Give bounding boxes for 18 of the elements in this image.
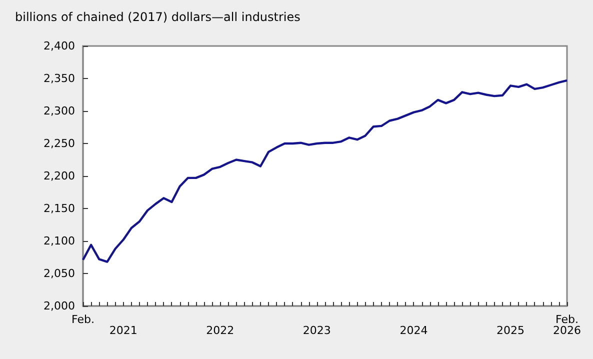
x-tick-label: Feb. bbox=[72, 313, 94, 326]
x-tick-label: 2024 bbox=[400, 324, 428, 337]
x-tick-label: 2023 bbox=[302, 324, 331, 337]
x-tick-label: Feb. 2026 bbox=[553, 313, 581, 337]
y-tick-label: 2,150 bbox=[44, 202, 75, 215]
x-tick-label: 2021 bbox=[109, 324, 138, 337]
x-tick-label: 2025 bbox=[496, 324, 525, 337]
y-tick-label: 2,000 bbox=[44, 300, 75, 312]
y-tick-label: 2,300 bbox=[44, 104, 75, 118]
y-tick-label: 2,350 bbox=[44, 72, 75, 85]
y-axis-title: billions of chained (2017) dollars—all industries bbox=[15, 10, 300, 24]
x-tick-label: 2022 bbox=[206, 324, 234, 337]
y-tick-label: 2,200 bbox=[44, 170, 75, 182]
y-tick-label: 2,050 bbox=[44, 267, 75, 280]
y-tick-label: 2,250 bbox=[44, 137, 75, 150]
y-tick-label: 2,100 bbox=[44, 234, 75, 248]
line-series bbox=[82, 79, 568, 263]
y-tick-label: 2,400 bbox=[44, 40, 75, 52]
